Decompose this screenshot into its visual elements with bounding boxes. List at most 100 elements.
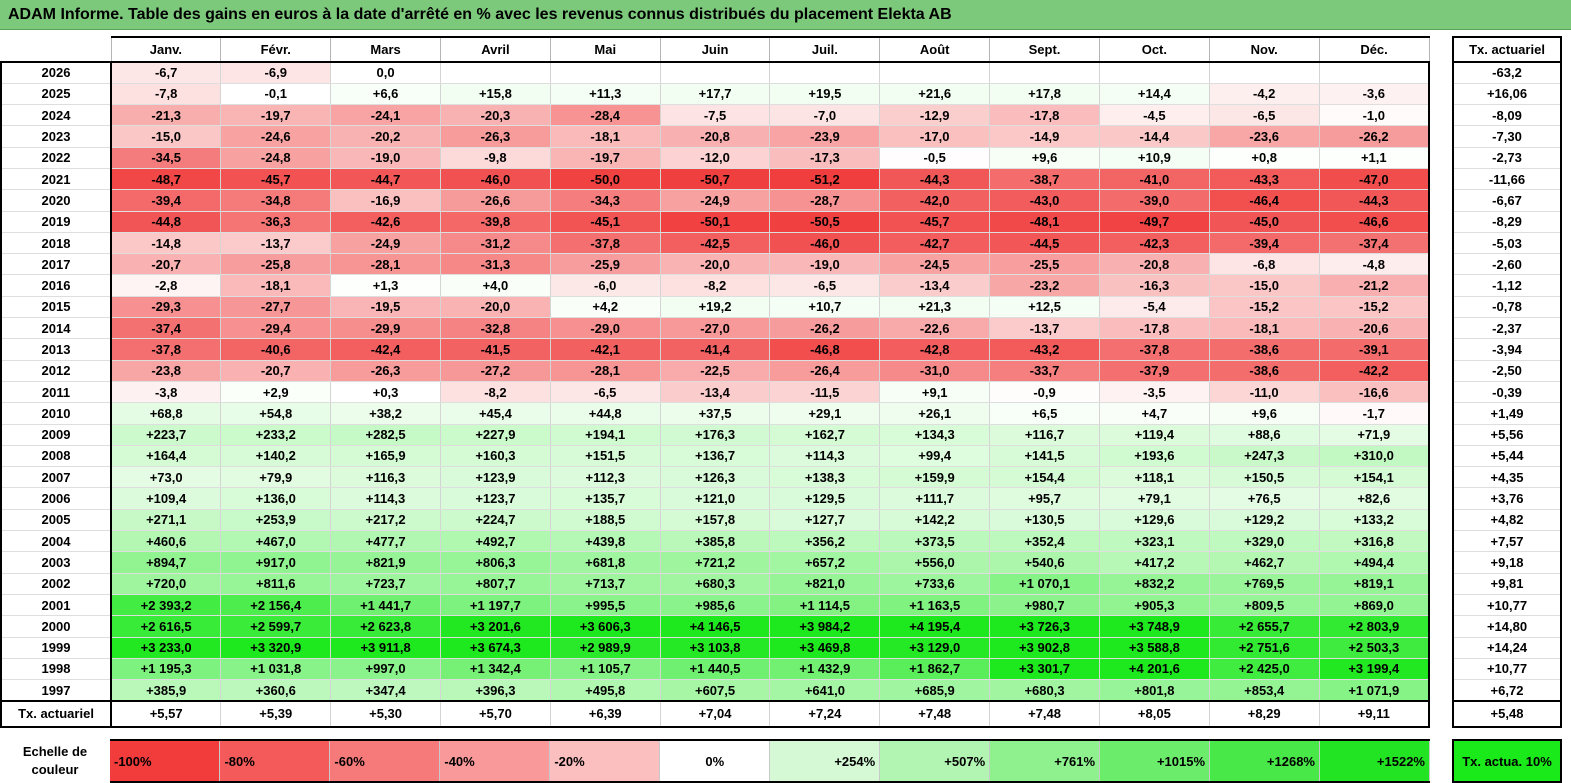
gain-cell: [989, 62, 1100, 84]
gain-cell: -15,0: [1209, 274, 1320, 297]
gain-cell: +720,0: [111, 573, 222, 595]
summary-cell: +5,57: [111, 699, 222, 728]
gain-cell: +121,0: [660, 487, 771, 510]
gain-cell: +2 425,0: [1209, 658, 1320, 681]
gain-cell: -50,0: [550, 168, 661, 191]
gain-cell: -23,2: [989, 274, 1100, 297]
gain-cell: -4,2: [1209, 83, 1320, 106]
gain-cell: +165,9: [330, 445, 441, 468]
year-label: 1997: [0, 679, 112, 701]
month-header: Janv.: [111, 36, 222, 63]
actuarial-cell: -6,67: [1452, 189, 1562, 212]
gain-cell: +223,7: [111, 424, 222, 446]
gain-cell: +0,8: [1209, 147, 1320, 169]
summary-actuarial-cell: +5,48: [1452, 699, 1562, 728]
gain-cell: +1 432,9: [769, 658, 881, 681]
gain-cell: +14,4: [1099, 83, 1210, 106]
gain-cell: +130,5: [989, 509, 1100, 532]
summary-cell: +7,04: [660, 699, 771, 728]
gain-cell: +6,5: [989, 402, 1100, 425]
actuarial-cell: +14,24: [1452, 637, 1562, 659]
gain-cell: -6,9: [220, 62, 332, 84]
gain-cell: -24,1: [330, 104, 441, 127]
month-header: Juin: [660, 36, 771, 63]
page-title: ADAM Informe. Table des gains en euros à…: [0, 0, 1571, 30]
gain-cell: +45,4: [440, 402, 551, 425]
year-label: 2021: [0, 168, 112, 191]
gain-cell: -42,0: [879, 189, 991, 212]
year-label: 2008: [0, 445, 112, 468]
gain-cell: +723,7: [330, 573, 441, 595]
table-row: 2019 -44,8 -36,3 -42,6 -39,8 -45,1 -50,1 -50,5-…: [0, 211, 1430, 233]
month-header: Mai: [550, 36, 661, 63]
gain-cell: -37,4: [1319, 232, 1430, 255]
gain-cell: +356,2: [769, 530, 881, 553]
actuarial-rate-table: Tx. actuariel -63,2 +16,06 -8,09 -7,30 -2,73-…: [1452, 36, 1562, 728]
gain-cell: +227,9: [440, 424, 551, 446]
gain-cell: +1,3: [330, 274, 441, 297]
actuarial-cell: -5,03: [1452, 232, 1562, 255]
gain-cell: -26,2: [769, 317, 881, 340]
table-row: 2024 -21,3 -19,7 -24,1 -20,3 -28,4 -7,5 -7,0 -12…: [0, 104, 1430, 127]
gain-cell: +1 195,3: [111, 658, 222, 681]
gain-cell: -22,6: [879, 317, 991, 340]
gain-cell: +154,1: [1319, 466, 1430, 489]
actuarial-scale-legend: Tx. actua. 10%: [1452, 739, 1562, 783]
gain-cell: +352,4: [989, 530, 1100, 553]
gain-cell: -20,7: [111, 253, 222, 276]
table-row: 2012 -23,8 -20,7 -26,3 -27,2 -28,1 -22,5 -26,4-…: [0, 360, 1430, 382]
gain-cell: -14,4: [1099, 125, 1210, 148]
gain-cell: -15,2: [1209, 296, 1320, 319]
gain-cell: -28,4: [550, 104, 661, 127]
gain-cell: +1,1: [1319, 147, 1430, 169]
gain-cell: -28,1: [330, 253, 441, 276]
gain-cell: +82,6: [1319, 487, 1430, 510]
actuarial-cell: +4,35: [1452, 466, 1562, 489]
gain-cell: +29,1: [769, 402, 881, 425]
gain-cell: -44,3: [1319, 189, 1430, 212]
gain-cell: +807,7: [440, 573, 551, 595]
gain-cell: +3 469,8: [769, 637, 881, 659]
gain-cell: -17,8: [1099, 317, 1210, 340]
gain-cell: +17,8: [989, 83, 1100, 106]
gain-cell: +134,3: [879, 424, 991, 446]
gain-cell: -6,5: [1209, 104, 1320, 127]
gain-cell: +3 726,3: [989, 615, 1100, 638]
gain-cell: -48,1: [989, 211, 1100, 233]
gain-cell: -45,7: [220, 168, 332, 191]
year-label: 2024: [0, 104, 112, 127]
gain-cell: +12,5: [989, 296, 1100, 319]
table-row: 2022 -34,5 -24,8 -19,0 -9,8 -19,7 -12,0 -17,3 -0…: [0, 147, 1430, 169]
gain-cell: -4,8: [1319, 253, 1430, 276]
gain-cell: -44,5: [989, 232, 1100, 255]
gain-cell: -22,5: [660, 360, 771, 382]
gain-cell: -25,9: [550, 253, 661, 276]
gain-cell: -0,5: [879, 147, 991, 169]
table-row: 2016 -2,8 -18,1 +1,3 +4,0 -6,0 -8,2 -6,5 -13,4 -2…: [0, 274, 1430, 297]
actuarial-cell: -2,50: [1452, 360, 1562, 382]
table-row: 2005 +271,1 +253,9 +217,2 +224,7 +188,5 +157,8…: [0, 509, 1430, 532]
gain-cell: +819,1: [1319, 573, 1430, 595]
gain-cell: +271,1: [111, 509, 222, 532]
gain-cell: -2,8: [111, 274, 222, 297]
gain-cell: -42,8: [879, 338, 991, 361]
gain-cell: -36,3: [220, 211, 332, 233]
summary-cell: +5,30: [330, 699, 441, 728]
summary-cell: +5,70: [440, 699, 551, 728]
gain-cell: +995,5: [550, 594, 661, 617]
gain-cell: -6,8: [1209, 253, 1320, 276]
gain-cell: -24,8: [220, 147, 332, 169]
summary-cell: +5,39: [220, 699, 332, 728]
gain-cell: -34,5: [111, 147, 222, 169]
table-row: 2002 +720,0 +811,6 +723,7 +807,7 +713,7 +680,3…: [0, 573, 1430, 595]
gain-cell: +1 105,7: [550, 658, 661, 681]
gain-cell: -23,8: [111, 360, 222, 382]
scale-swatch: -40%: [439, 739, 551, 783]
gain-cell: -24,9: [660, 189, 771, 212]
gain-cell: +9,6: [989, 147, 1100, 169]
gain-cell: +37,5: [660, 402, 771, 425]
gain-cell: -37,8: [111, 338, 222, 361]
gain-cell: +3 301,7: [989, 658, 1100, 681]
gain-cell: +138,3: [769, 466, 881, 489]
gain-cell: -50,1: [660, 211, 771, 233]
